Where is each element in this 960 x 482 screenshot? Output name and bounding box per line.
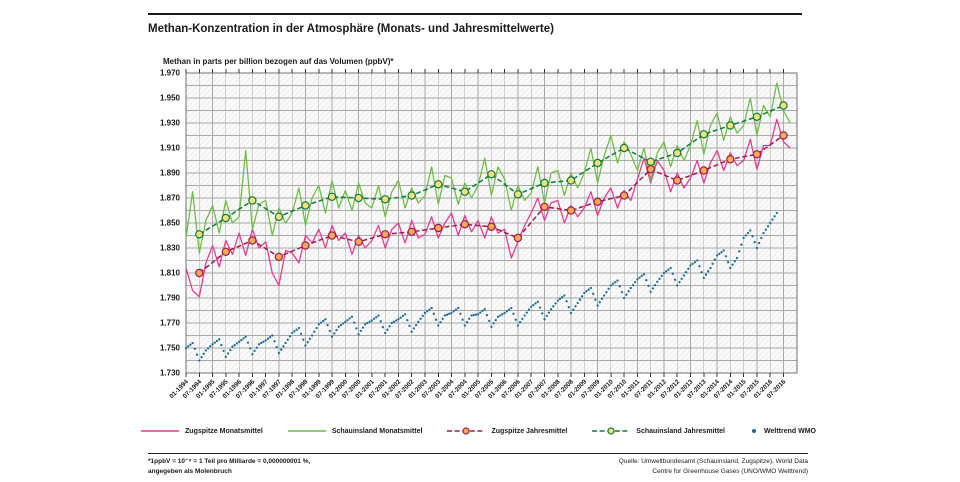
annual-mean-marker: [460, 220, 469, 229]
footnote-divider: [148, 453, 808, 454]
annual-mean-marker: [274, 252, 284, 261]
annual-mean-marker: [487, 222, 496, 231]
y-tick-label: 1.810: [160, 269, 181, 278]
annual-mean-marker: [619, 191, 629, 200]
legend-item-welttrend-wmo: Welttrend WMO: [749, 426, 816, 436]
annual-mean-marker: [646, 157, 655, 166]
series-welttrend-wmo: [184, 211, 778, 362]
y-tick-label: 1.930: [160, 119, 181, 128]
annual-mean-marker: [354, 193, 363, 203]
y-tick-label: 1.790: [160, 294, 181, 303]
annual-mean-marker: [195, 230, 204, 239]
annual-mean-marker: [673, 148, 682, 158]
annual-mean-marker: [381, 230, 390, 239]
y-tick-label: 1.730: [160, 369, 181, 378]
top-rule: [148, 13, 802, 15]
annual-mean-marker: [301, 241, 310, 250]
footnote-line-1: *1ppbV = 10⁻⁹ = 1 Teil pro Milliarde = 0…: [148, 458, 311, 465]
annual-mean-marker: [407, 227, 416, 236]
annual-mean-marker: [699, 130, 709, 139]
annual-mean-marker: [274, 212, 284, 221]
source-attribution: Quelle: Umweltbundesamt (Schauinsland, Z…: [619, 457, 808, 477]
footnotes: *1ppbV = 10⁻⁹ = 1 Teil pro Milliarde = 0…: [148, 457, 808, 477]
chart-legend: Zugspitze Monatsmittel Schauinsland Monat…: [141, 426, 816, 436]
chart-subtitle: Methan in parts per billion bezogen auf …: [163, 57, 394, 66]
annual-mean-marker: [195, 268, 204, 278]
annual-mean-marker: [301, 201, 310, 210]
annual-mean-marker: [673, 176, 682, 185]
y-tick-label: 1.770: [160, 319, 181, 328]
annual-mean-marker: [434, 223, 443, 233]
annual-mean-marker: [248, 196, 257, 205]
annual-mean-marker: [354, 237, 363, 246]
annual-mean-marker: [593, 197, 602, 206]
y-tick-label: 1.890: [160, 169, 181, 178]
annual-mean-marker: [327, 192, 337, 201]
legend-item-schauinsland-jahresmittel: Schauinsland Jahresmittel: [591, 426, 725, 436]
annual-mean-marker: [381, 195, 390, 204]
annual-mean-marker: [726, 155, 735, 164]
annual-mean-marker: [646, 165, 655, 174]
legend-item-zugspitze-monatsmittel: Zugspitze Monatsmittel: [140, 426, 263, 436]
series-zugspitze-jahresmittel: [195, 131, 788, 278]
legend-item-schauinsland-monatsmittel: Schauinsland Monatsmittel: [287, 426, 423, 436]
source-line-1: Quelle: Umweltbundesamt (Schauinsland, Z…: [618, 458, 808, 465]
series-schauinsland-jahresmittel: [195, 101, 788, 239]
y-tick-label: 1.830: [160, 244, 181, 253]
legend-item-zugspitze-jahresmittel: Zugspitze Jahresmittel: [446, 426, 567, 436]
axis-ticks: [185, 69, 784, 377]
legend-label: Schauinsland Jahresmittel: [636, 427, 725, 435]
legend-label: Zugspitze Jahresmittel: [491, 427, 568, 435]
annual-mean-marker: [540, 202, 549, 211]
annual-mean-marker: [752, 150, 762, 159]
annual-mean-marker: [248, 236, 257, 245]
footnote-definition: *1ppbV = 10⁻⁹ = 1 Teil pro Milliarde = 0…: [148, 457, 310, 477]
annual-mean-marker: [221, 247, 230, 256]
legend-swatch: [752, 429, 756, 433]
y-tick-label: 1.750: [160, 344, 181, 353]
annual-mean-marker: [779, 101, 788, 110]
chart-title: Methan-Konzentration in der Atmosphäre (…: [148, 23, 554, 35]
annual-mean-marker: [566, 176, 576, 185]
legend-swatch: [141, 430, 180, 432]
source-line-2: Centre for Greenhouse Gases (UNO/WMO Wel…: [652, 467, 808, 475]
annual-mean-marker: [513, 233, 523, 243]
annual-mean-marker: [566, 206, 576, 215]
annual-mean-marker: [513, 190, 523, 199]
legend-swatch: [447, 427, 486, 435]
footnote-line-2: angegeben als Molenbruch: [148, 467, 232, 475]
y-tick-label: 1.970: [160, 69, 181, 78]
annual-mean-marker: [619, 143, 629, 153]
legend-label: Zugspitze Monatsmittel: [185, 427, 263, 435]
legend-label: Welttrend WMO: [764, 427, 816, 435]
y-tick-label: 1.870: [160, 194, 181, 203]
annual-mean-marker: [221, 213, 230, 223]
annual-mean-marker: [779, 131, 788, 140]
annual-mean-marker: [407, 191, 416, 200]
annual-mean-marker: [434, 180, 443, 189]
annual-mean-marker: [752, 112, 762, 122]
annual-mean-marker: [460, 187, 469, 196]
legend-label: Schauinsland Monatsmittel: [331, 427, 423, 435]
legend-swatch: [287, 430, 326, 432]
annual-mean-marker: [726, 121, 735, 130]
annual-mean-marker: [593, 158, 602, 168]
annual-mean-marker: [540, 178, 549, 188]
annual-mean-marker: [327, 231, 337, 240]
y-tick-label: 1.850: [160, 219, 181, 228]
legend-swatch: [592, 427, 631, 435]
annual-mean-marker: [699, 166, 709, 175]
annual-mean-marker: [487, 170, 496, 179]
y-axis-labels: 1.970 1.950 1.930 1.910 1.890 1.870 1.850 1.830…: [160, 69, 181, 378]
y-tick-label: 1.950: [160, 94, 181, 103]
grid-layer: [185, 72, 797, 374]
x-axis-labels: 01-199407-199401-199507-199501-199607-19…: [168, 378, 787, 400]
y-tick-label: 1.910: [160, 144, 181, 153]
